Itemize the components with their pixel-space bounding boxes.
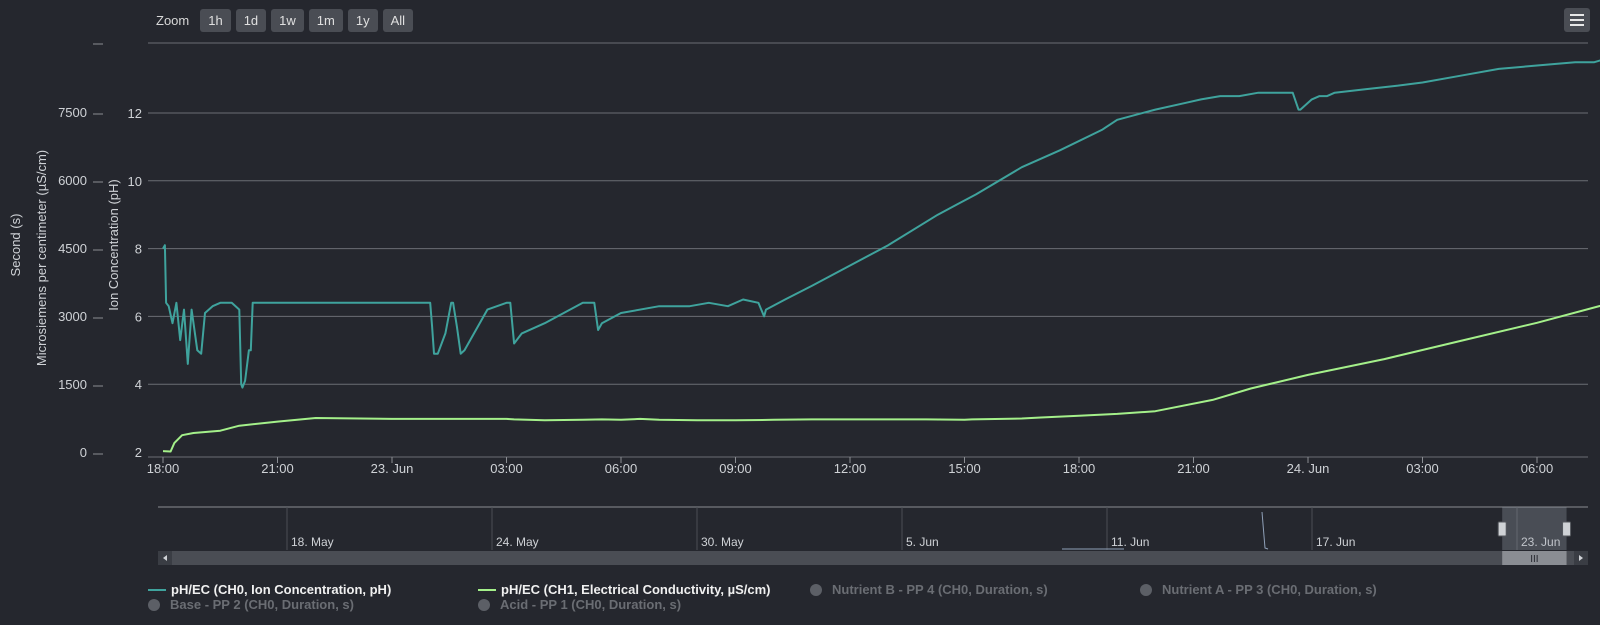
legend-item[interactable]: Acid - PP 1 (CH0, Duration, s) bbox=[478, 597, 681, 612]
x-tick-label: 09:00 bbox=[719, 461, 752, 476]
zoom-toolbar: Zoom 1h 1d 1w 1m 1y All bbox=[156, 8, 414, 32]
legend-item[interactable]: Nutrient B - PP 4 (CH0, Duration, s) bbox=[810, 582, 1048, 597]
navigator-tick-label: 30. May bbox=[701, 535, 744, 549]
legend-label: Nutrient A - PP 3 (CH0, Duration, s) bbox=[1162, 582, 1377, 597]
hamburger-menu-icon bbox=[1570, 14, 1584, 16]
y-tick-label-ph: 2 bbox=[135, 445, 142, 460]
x-tick-label: 15:00 bbox=[948, 461, 981, 476]
legend-label: pH/EC (CH0, Ion Concentration, pH) bbox=[171, 582, 392, 597]
legend-label: Acid - PP 1 (CH0, Duration, s) bbox=[500, 597, 682, 612]
x-tick-label: 18:00 bbox=[1063, 461, 1096, 476]
legend-item[interactable]: Nutrient A - PP 3 (CH0, Duration, s) bbox=[1140, 582, 1377, 597]
left-arrow-icon bbox=[163, 555, 167, 561]
y-tick-label-ph: 8 bbox=[135, 242, 142, 257]
x-tick-label: 12:00 bbox=[834, 461, 867, 476]
y-tick-label-ec: 6000 bbox=[58, 173, 87, 188]
x-tick-label: 03:00 bbox=[490, 461, 523, 476]
zoom-1w-button[interactable]: 1w bbox=[271, 8, 304, 32]
y-axis-title: Ion Concentration (pH) bbox=[106, 179, 121, 311]
hamburger-menu-icon bbox=[1570, 19, 1584, 21]
navigator-right-handle[interactable] bbox=[1562, 521, 1572, 537]
x-tick-label: 24. Jun bbox=[1287, 461, 1330, 476]
navigator-series bbox=[1062, 511, 1269, 550]
navigator-tick-label: 18. May bbox=[291, 535, 334, 549]
right-arrow-icon bbox=[1579, 555, 1583, 561]
y-tick-label-ph: 10 bbox=[128, 174, 142, 189]
series-line-ph[interactable] bbox=[162, 22, 1600, 389]
navigator-tick-label: 11. Jun bbox=[1111, 535, 1149, 549]
navigator-tick-label: 5. Jun bbox=[906, 535, 939, 549]
y-tick-label-ec: 7500 bbox=[58, 105, 87, 120]
legend-label: pH/EC (CH1, Electrical Conductivity, µS/… bbox=[501, 582, 771, 597]
legend-symbol bbox=[478, 588, 496, 591]
legend-symbol bbox=[148, 588, 166, 591]
navigator-left-handle[interactable] bbox=[1497, 521, 1507, 537]
y-tick-label-ph: 4 bbox=[135, 377, 142, 392]
y-axis-title: Second (s) bbox=[8, 214, 23, 277]
x-tick-label: 06:00 bbox=[1521, 461, 1554, 476]
y-tick-label-ph: 6 bbox=[135, 309, 142, 324]
series-line-ec[interactable] bbox=[162, 51, 1600, 453]
scrollbar-track[interactable] bbox=[158, 551, 1588, 565]
scrollbar-grip: III bbox=[1530, 554, 1538, 565]
navigator-tick-label: 17. Jun bbox=[1316, 535, 1355, 549]
y-tick-label-ec: 4500 bbox=[58, 241, 87, 256]
legend-item[interactable]: Base - PP 2 (CH0, Duration, s) bbox=[148, 597, 354, 612]
y-tick-label-ph: 12 bbox=[128, 106, 142, 121]
navigator-selection[interactable] bbox=[1502, 507, 1567, 550]
legend-label: Nutrient B - PP 4 (CH0, Duration, s) bbox=[832, 582, 1048, 597]
zoom-label: Zoom bbox=[156, 12, 190, 28]
scrollbar-thumb[interactable] bbox=[1502, 551, 1567, 565]
hamburger-menu-icon bbox=[1570, 24, 1584, 26]
legend-symbol bbox=[810, 583, 822, 596]
y-axis-title: Microsiemens per centimeter (µS/cm) bbox=[34, 150, 49, 366]
legend-symbol bbox=[478, 598, 490, 611]
legend-symbol bbox=[148, 598, 160, 611]
navigator-tick-label: 23. Jun bbox=[1521, 535, 1560, 549]
legend-item[interactable]: pH/EC (CH0, Ion Concentration, pH) bbox=[148, 582, 391, 597]
y-tick-label-ec: 1500 bbox=[58, 377, 87, 392]
chart-menu-button[interactable] bbox=[1564, 8, 1590, 32]
legend-label: Base - PP 2 (CH0, Duration, s) bbox=[170, 597, 354, 612]
y-tick-label-ec: 3000 bbox=[58, 309, 87, 324]
legend-symbol bbox=[1140, 583, 1152, 596]
x-tick-label: 06:00 bbox=[605, 461, 638, 476]
zoom-all-button[interactable]: All bbox=[382, 8, 414, 32]
x-tick-label: 18:00 bbox=[147, 461, 180, 476]
zoom-1h-button[interactable]: 1h bbox=[200, 8, 231, 32]
zoom-1y-button[interactable]: 1y bbox=[347, 8, 378, 32]
zoom-1m-button[interactable]: 1m bbox=[308, 8, 343, 32]
navigator-tick-label: 24. May bbox=[496, 535, 539, 549]
x-tick-label: 21:00 bbox=[1177, 461, 1210, 476]
y-tick-label-ec: 0 bbox=[80, 445, 87, 460]
x-tick-label: 23. Jun bbox=[371, 461, 414, 476]
chart-area[interactable]: Second (s) Microsiemens per centimeter (µ… bbox=[0, 0, 1600, 580]
zoom-1d-button[interactable]: 1d bbox=[235, 8, 267, 32]
x-tick-label: 21:00 bbox=[261, 461, 294, 476]
legend-item[interactable]: pH/EC (CH1, Electrical Conductivity, µS/… bbox=[478, 582, 770, 597]
x-tick-label: 03:00 bbox=[1406, 461, 1439, 476]
